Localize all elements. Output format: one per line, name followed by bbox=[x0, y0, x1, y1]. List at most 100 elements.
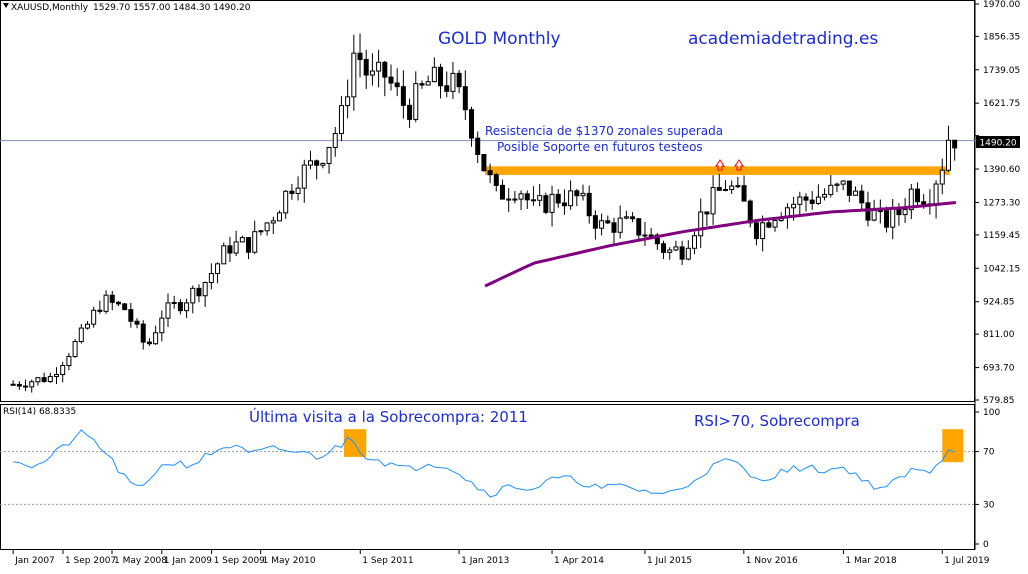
candle bbox=[611, 217, 617, 245]
chart-header: XAUUSD,Monthly 1529.70 1557.00 1484.30 1… bbox=[3, 3, 251, 13]
price-tick-label: 1621.75 bbox=[983, 99, 1020, 109]
candle bbox=[735, 176, 741, 189]
candle bbox=[617, 205, 623, 239]
candle bbox=[828, 174, 834, 198]
time-tick-label: 1 Jul 2015 bbox=[647, 556, 692, 566]
candle bbox=[716, 173, 722, 191]
price-tick-label: 693.70 bbox=[983, 364, 1015, 374]
candle bbox=[902, 198, 908, 223]
overbought-marker-2011 bbox=[343, 429, 367, 457]
candle bbox=[264, 222, 270, 236]
candle bbox=[23, 379, 29, 392]
price-panel-frame bbox=[0, 0, 975, 402]
time-tick-label: 1 Apr 2014 bbox=[554, 556, 604, 566]
candle bbox=[103, 290, 109, 314]
rsi-tick-label: 0 bbox=[983, 540, 989, 550]
time-tick-label: 1 Sep 2011 bbox=[362, 556, 413, 566]
candle bbox=[270, 216, 276, 235]
candle bbox=[710, 175, 716, 225]
price-tick-label: 579.85 bbox=[983, 396, 1015, 406]
candle bbox=[914, 182, 920, 208]
collapse-triangle-icon bbox=[3, 3, 9, 8]
candle bbox=[487, 163, 493, 184]
symbol-label: XAUUSD,Monthly bbox=[11, 3, 89, 13]
candle bbox=[506, 188, 512, 212]
candle bbox=[568, 180, 574, 210]
candle bbox=[908, 183, 914, 220]
candle bbox=[760, 215, 766, 252]
candle bbox=[202, 281, 208, 307]
price-axis-ticks: 1970.00 1856.35 1739.05 1621.75 1390.60 1273.… bbox=[975, 0, 1020, 406]
candle bbox=[642, 221, 648, 247]
candle bbox=[704, 211, 710, 226]
resistance-annotation: Resistencia de $1370 zonales superada bbox=[485, 124, 724, 138]
candle bbox=[190, 285, 196, 314]
candle bbox=[469, 106, 475, 147]
price-tick-label: 1159.45 bbox=[983, 231, 1020, 241]
candle bbox=[543, 192, 549, 215]
price-tick-label: 1970.00 bbox=[983, 0, 1020, 10]
candle bbox=[413, 71, 419, 123]
candle bbox=[369, 53, 375, 86]
candle bbox=[376, 49, 382, 88]
candle bbox=[475, 131, 481, 164]
candle bbox=[518, 190, 524, 211]
candle bbox=[431, 57, 437, 83]
candle bbox=[314, 159, 320, 180]
candle bbox=[462, 70, 468, 121]
candle bbox=[772, 218, 778, 232]
price-tick-label: 1042.15 bbox=[983, 264, 1020, 274]
candle bbox=[580, 184, 586, 201]
candle bbox=[252, 220, 258, 255]
candle bbox=[679, 240, 685, 265]
candle bbox=[208, 263, 214, 290]
candle bbox=[134, 318, 140, 329]
current-price-label: 1490.20 bbox=[979, 139, 1016, 149]
candle bbox=[803, 193, 809, 212]
candle bbox=[549, 185, 555, 227]
candle bbox=[493, 173, 499, 192]
candle bbox=[933, 180, 939, 219]
candle bbox=[345, 79, 351, 119]
candle bbox=[939, 158, 945, 195]
candle bbox=[72, 339, 78, 358]
candle bbox=[184, 298, 190, 318]
candle bbox=[54, 367, 60, 385]
current-price-badge: 1490.20 bbox=[976, 136, 1020, 149]
candle bbox=[41, 372, 47, 383]
candle bbox=[320, 162, 326, 169]
candle bbox=[109, 291, 115, 311]
time-tick-label: 1 Sep 2007 bbox=[65, 556, 116, 566]
price-tick-label: 1856.35 bbox=[983, 32, 1020, 42]
candle bbox=[797, 191, 803, 216]
candle bbox=[822, 188, 828, 201]
candle bbox=[407, 98, 413, 128]
rsi-indicator-label: RSI(14) 68.8335 bbox=[3, 407, 76, 417]
candle bbox=[10, 380, 16, 386]
candle bbox=[425, 75, 431, 86]
candle bbox=[877, 199, 883, 224]
candle bbox=[301, 159, 307, 203]
candle bbox=[84, 321, 90, 330]
moving-average-line bbox=[484, 201, 957, 288]
candle bbox=[307, 150, 313, 170]
candle bbox=[246, 237, 252, 260]
candle bbox=[159, 310, 165, 342]
candle bbox=[351, 34, 357, 111]
candle bbox=[859, 184, 865, 211]
candle bbox=[499, 179, 505, 200]
candle bbox=[363, 49, 369, 89]
candle bbox=[623, 210, 629, 220]
candle bbox=[834, 182, 840, 193]
candle bbox=[146, 338, 152, 347]
price-tick-label: 924.85 bbox=[983, 298, 1015, 308]
price-tick-label: 1739.05 bbox=[983, 66, 1020, 76]
candle bbox=[388, 64, 394, 91]
candle bbox=[685, 240, 691, 261]
candle bbox=[115, 300, 121, 307]
candle bbox=[165, 293, 171, 327]
time-tick-label: 1 Nov 2016 bbox=[746, 556, 798, 566]
candle bbox=[722, 180, 728, 192]
candle bbox=[884, 206, 890, 233]
candle bbox=[673, 240, 679, 252]
